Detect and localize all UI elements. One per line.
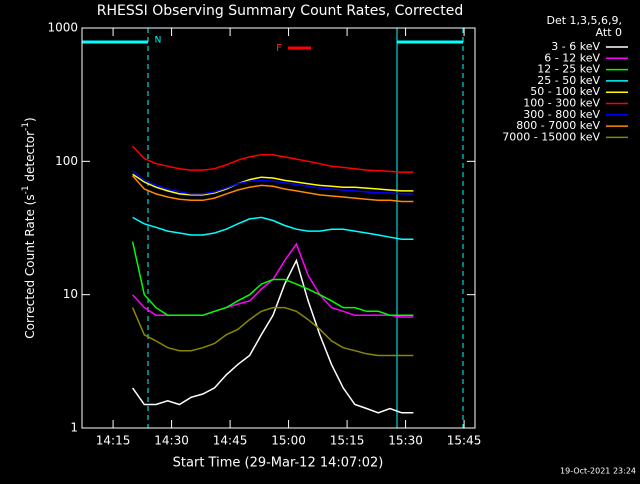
y-axis-label: Corrected Count Rate (s-1 detector-1) xyxy=(21,117,37,338)
series-line xyxy=(132,170,414,195)
y-label-part: ) xyxy=(23,117,37,122)
timestamp: 19-Oct-2021 23:24 xyxy=(560,467,636,476)
plot-frame xyxy=(81,27,476,429)
y-label-part: detector xyxy=(23,131,37,186)
y-tick-label: 1000 xyxy=(47,21,78,35)
legend-label: 25 - 50 keV xyxy=(537,74,600,87)
y-tick-label: 100 xyxy=(55,154,78,168)
x-tick-label: 15:30 xyxy=(388,434,423,448)
legend-header: Att 0 xyxy=(596,26,622,39)
x-tick-label: 14:15 xyxy=(96,434,131,448)
x-tick-label: 15:00 xyxy=(271,434,306,448)
x-tick-label: 14:30 xyxy=(154,434,189,448)
y-label-part: Corrected Count Rate (s xyxy=(23,194,37,338)
legend-label: 300 - 800 keV xyxy=(523,108,600,121)
series-line xyxy=(131,306,414,357)
y-label-sup: -1 xyxy=(21,122,31,131)
series-line xyxy=(131,241,414,317)
chart-title: RHESSI Observing Summary Count Rates, Co… xyxy=(97,3,463,19)
legend-label: 6 - 12 keV xyxy=(544,51,600,64)
x-tick-label: 14:45 xyxy=(213,434,248,448)
series-line xyxy=(131,258,414,414)
legend-label: 7000 - 15000 keV xyxy=(502,130,600,143)
x-tick-label: 15:15 xyxy=(330,434,365,448)
y-tick-label: 1 xyxy=(70,421,78,435)
x-axis-label: Start Time (29-Mar-12 14:07:02) xyxy=(173,456,384,471)
series-line xyxy=(132,173,414,196)
series-line xyxy=(132,145,414,173)
legend-label: 12 - 25 keV xyxy=(537,63,600,76)
y-label-sup: -1 xyxy=(21,185,31,194)
flare-label: F xyxy=(276,43,282,54)
legend-header: Det 1,3,5,6,9, xyxy=(546,14,622,27)
series-line xyxy=(132,175,414,203)
legend-label: 100 - 300 keV xyxy=(523,97,600,110)
legend-label: 800 - 7000 keV xyxy=(516,119,600,132)
series-line xyxy=(132,216,414,241)
x-tick-label: 15:45 xyxy=(447,434,482,448)
y-tick-label: 10 xyxy=(63,287,78,301)
legend-label: 50 - 100 keV xyxy=(530,85,600,98)
night-label: N xyxy=(155,36,162,46)
legend-label: 3 - 6 keV xyxy=(551,40,600,53)
